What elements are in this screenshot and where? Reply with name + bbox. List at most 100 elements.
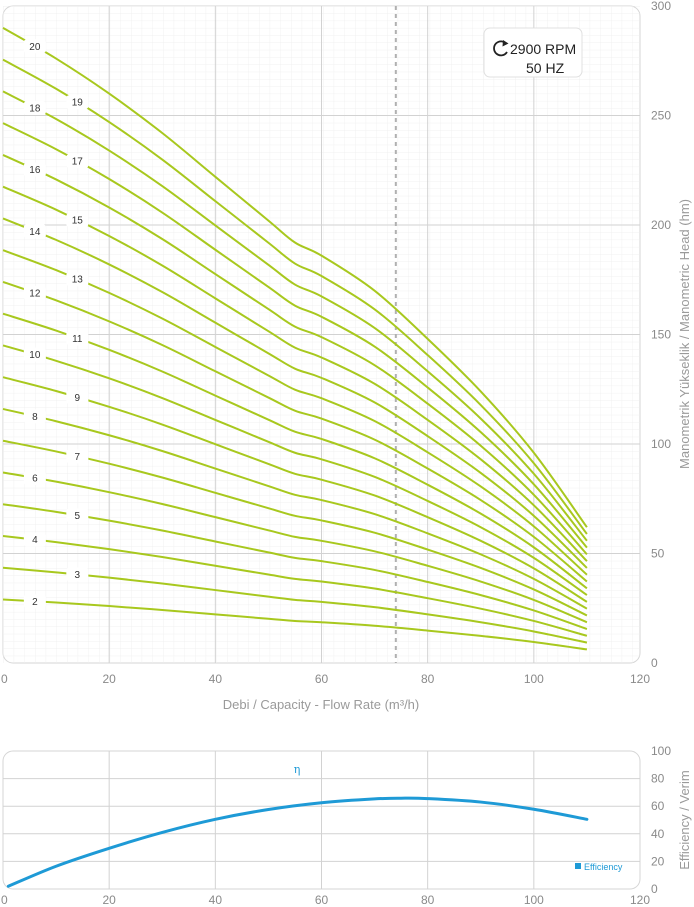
head-curve-13: [2, 249, 588, 576]
eff-y-tick-100: 100: [651, 744, 671, 758]
eff-x-tick-100: 100: [524, 893, 544, 907]
curve-label-bg-4: [23, 532, 46, 547]
eff-x-tick-0: 0: [1, 893, 8, 907]
head-curve-16: [2, 154, 588, 556]
curve-label-11: 11: [72, 334, 83, 345]
curve-label-bg-9: [66, 390, 89, 405]
head-curve-9: [2, 376, 588, 603]
head-curves: [2, 27, 588, 651]
head-y-axis-title: Manometrik Yükseklik / Manometric Head (…: [677, 199, 692, 469]
head-curve-14: [2, 217, 588, 569]
head-y-tick-0: 0: [651, 656, 658, 670]
curve-label-bg-14: [23, 224, 46, 239]
curve-label-bg-13: [66, 272, 89, 287]
curve-label-bg-18: [23, 100, 46, 115]
head-curve-3: [2, 566, 588, 644]
eff-x-tick-20: 20: [102, 893, 116, 907]
head-curve-6: [2, 471, 588, 624]
eff-y-tick-60: 60: [651, 799, 665, 813]
efficiency-curve: [6, 796, 589, 888]
head-y-tick-labels: 0 50 100 150 200 250 300: [651, 0, 671, 670]
curve-label-bg-8: [23, 409, 46, 424]
curve-label-20: 20: [29, 42, 41, 53]
head-x-tick-labels: 0 20 40 60 80 100 120: [1, 672, 650, 686]
curve-label-bg-10: [23, 347, 46, 362]
curve-label-14: 14: [29, 227, 41, 238]
curve-label-19: 19: [72, 98, 84, 109]
head-x-tick-60: 60: [315, 672, 329, 686]
curve-label-bg-5: [66, 508, 89, 523]
eff-y-axis-title: Efficiency / Verim: [677, 770, 692, 869]
efficiency-legend-label: Efficiency: [584, 862, 623, 872]
head-curve-19: [2, 58, 588, 535]
head-x-tick-120: 120: [630, 672, 650, 686]
curve-label-4: 4: [32, 535, 38, 546]
head-y-tick-250: 250: [651, 109, 671, 123]
frequency-label: 50 HZ: [526, 60, 565, 76]
curve-label-16: 16: [29, 165, 41, 176]
curve-label-bg-12: [23, 285, 46, 300]
head-x-axis-title: Debi / Capacity - Flow Rate (m³/h): [223, 697, 420, 712]
rotation-arrow-head: [502, 40, 509, 47]
curve-label-bg-7: [66, 449, 89, 464]
eff-y-tick-20: 20: [651, 854, 665, 868]
curve-label-10: 10: [29, 350, 41, 361]
curve-label-3: 3: [75, 570, 81, 581]
curve-label-bg-19: [66, 95, 89, 110]
eff-x-tick-80: 80: [421, 893, 435, 907]
head-curve-18: [2, 90, 588, 542]
head-curve-5: [2, 503, 588, 630]
eff-y-tick-0: 0: [651, 882, 658, 896]
curve-label-8: 8: [32, 412, 38, 423]
head-y-tick-150: 150: [651, 328, 671, 342]
eff-x-tick-40: 40: [209, 893, 223, 907]
head-x-tick-20: 20: [102, 672, 116, 686]
head-curve-20: [2, 27, 588, 528]
curve-label-5: 5: [75, 511, 81, 522]
eff-y-tick-labels: 0 20 40 60 80 100: [651, 744, 671, 896]
head-y-tick-300: 300: [651, 0, 671, 13]
curve-label-bg-6: [23, 470, 46, 485]
eff-x-tick-60: 60: [315, 893, 329, 907]
speed-box-frame: [483, 27, 583, 78]
head-curve-labels: 2 3 4 5 6 7 8 9 10 11 12 13 14 15 16 17 18 19 20: [23, 39, 89, 609]
rpm-label: 2900 RPM: [510, 41, 576, 57]
head-x-tick-40: 40: [209, 672, 223, 686]
eff-x-tick-120: 120: [630, 893, 650, 907]
curve-label-bg-17: [66, 154, 89, 169]
head-curve-15: [2, 185, 588, 562]
curve-label-9: 9: [75, 393, 81, 404]
curve-label-7: 7: [75, 452, 81, 463]
curve-label-bg-16: [23, 162, 46, 177]
head-curve-17: [2, 122, 588, 549]
head-curve-11: [2, 312, 588, 590]
curve-label-bg-3: [66, 567, 89, 582]
curve-label-bg-15: [66, 213, 89, 228]
curve-label-bg-11: [66, 331, 89, 346]
curve-label-13: 13: [72, 275, 84, 286]
head-x-tick-80: 80: [421, 672, 435, 686]
curve-label-12: 12: [29, 288, 41, 299]
head-chart: 2 3 4 5 6 7 8 9 10 11 12 13 14 15 16 17 18 19 20 0 20 40 60 80…: [1, 0, 692, 712]
curve-label-17: 17: [72, 157, 84, 168]
head-x-tick-0: 0: [1, 672, 8, 686]
curve-label-bg-2: [23, 594, 46, 609]
eff-y-tick-40: 40: [651, 827, 665, 841]
head-curve-7: [2, 439, 588, 617]
head-curve-4: [2, 534, 588, 637]
head-curve-10: [2, 344, 588, 596]
eta-label: η: [294, 763, 301, 776]
curve-label-2: 2: [32, 597, 38, 608]
eff-major-grid: [3, 751, 640, 889]
speed-box: 2900 RPM 50 HZ: [483, 27, 583, 78]
head-curve-12: [2, 280, 588, 583]
curve-label-bg-20: [23, 39, 46, 54]
curve-label-6: 6: [32, 473, 38, 484]
head-y-tick-200: 200: [651, 218, 671, 232]
curve-label-18: 18: [29, 103, 41, 114]
head-y-tick-50: 50: [651, 547, 665, 561]
eff-x-tick-labels: 0 20 40 60 80 100 120: [1, 893, 650, 907]
efficiency-legend-swatch: [575, 863, 581, 869]
efficiency-chart: η Efficiency 0 20 40 60 80 100 120 0 20 40 60 80 10…: [1, 744, 692, 907]
head-y-tick-100: 100: [651, 437, 671, 451]
